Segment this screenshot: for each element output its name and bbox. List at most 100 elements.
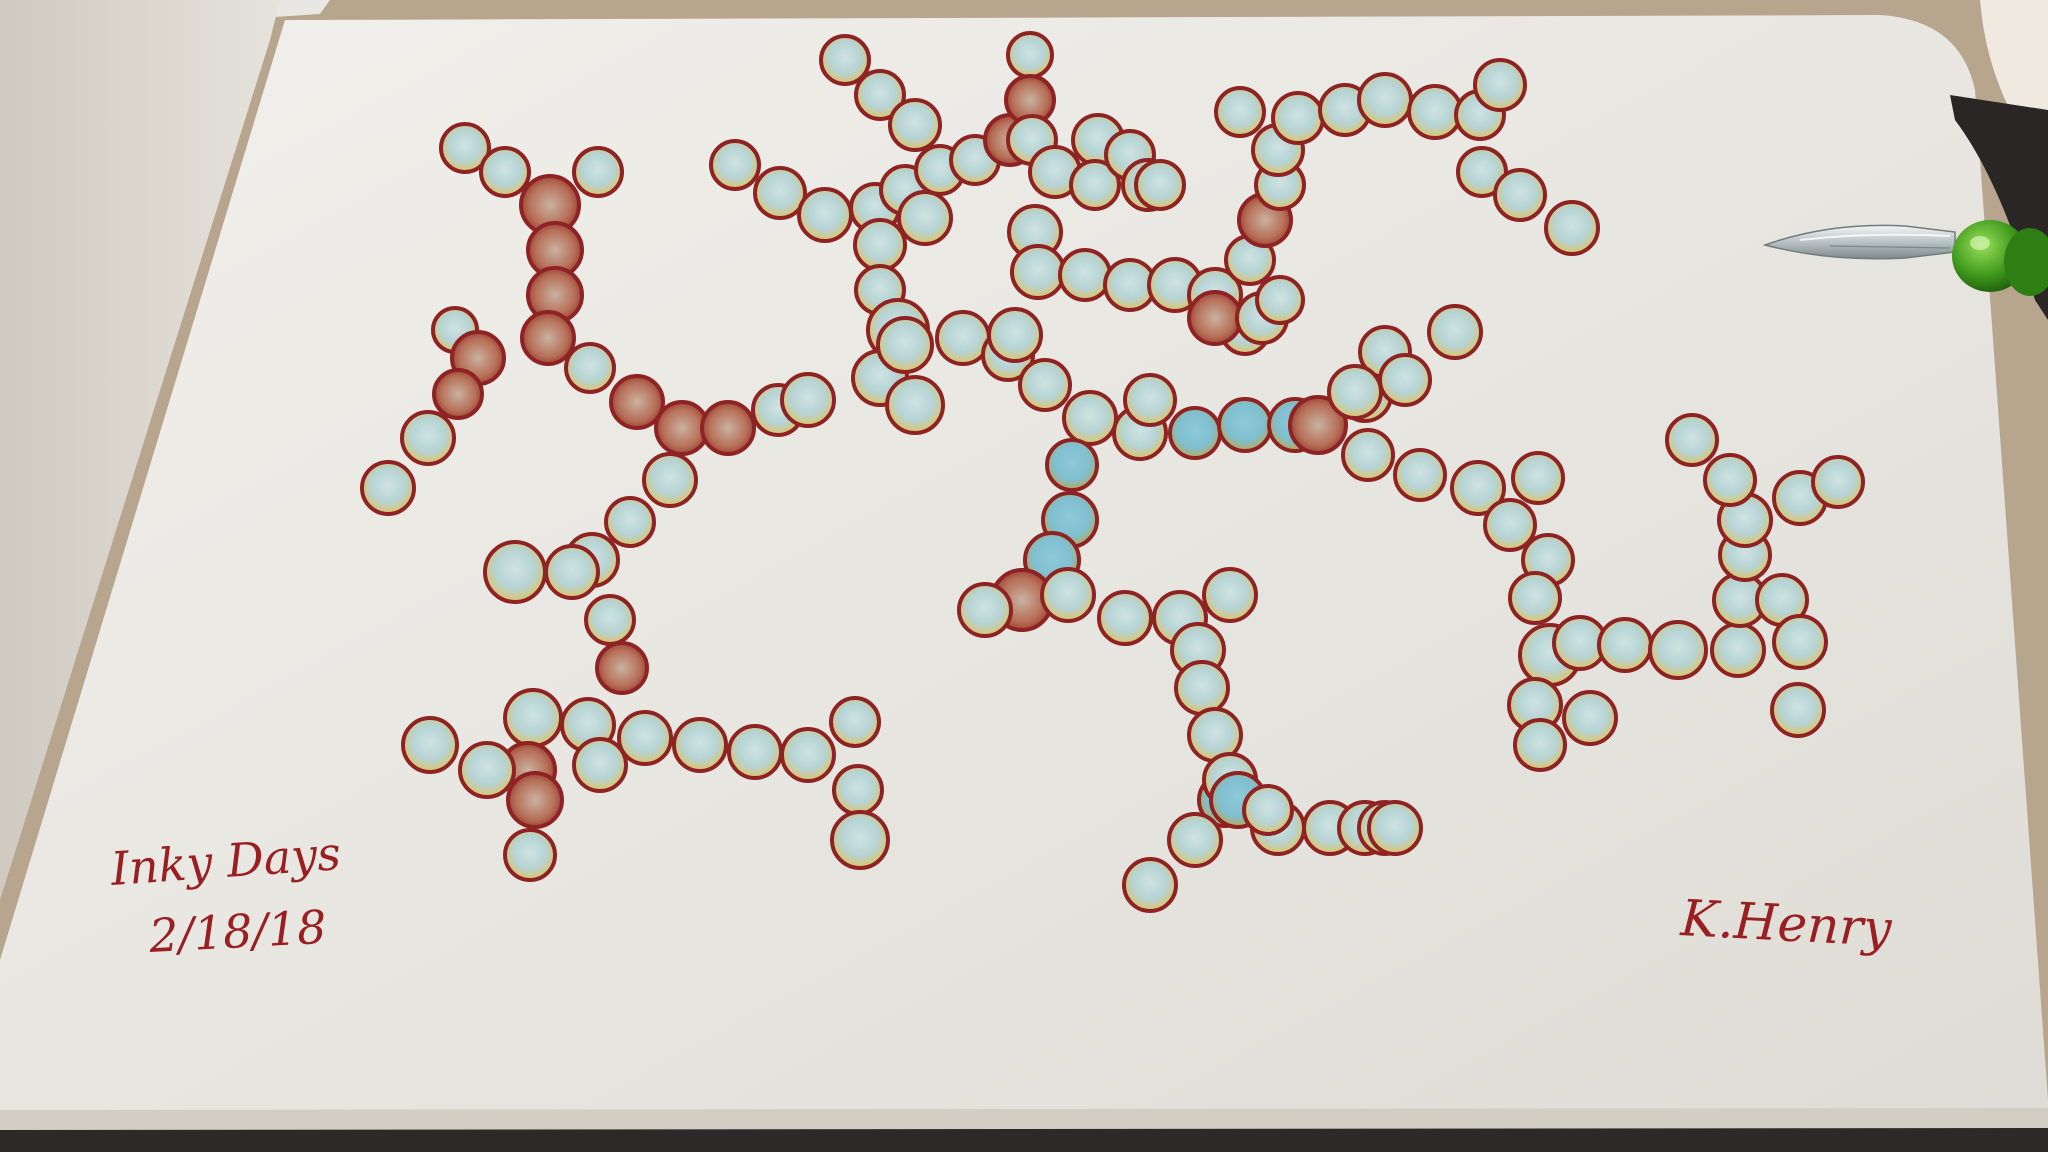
ink-dot — [617, 710, 673, 766]
ink-dot — [1242, 784, 1294, 836]
ink-dot — [1393, 448, 1447, 502]
ink-dot — [400, 410, 456, 466]
ink-dot — [479, 146, 531, 198]
ink-dot — [957, 582, 1013, 638]
ink-dot — [572, 737, 628, 793]
ink-dot — [1018, 358, 1072, 412]
ink-dot — [1134, 159, 1186, 211]
ink-dot — [853, 218, 907, 272]
ink-dot — [1069, 159, 1121, 211]
ink-dot — [780, 372, 836, 428]
ink-dot — [1544, 200, 1600, 256]
ink-dot — [1010, 244, 1066, 300]
ink-dot — [458, 741, 516, 799]
ink-dot — [987, 307, 1043, 363]
ink-dot — [672, 717, 728, 773]
ink-dot — [1288, 395, 1348, 455]
ink-dot — [1770, 682, 1826, 738]
ink-dot — [1271, 91, 1325, 145]
ink-dot — [1648, 620, 1708, 680]
ink-dot — [1450, 460, 1506, 516]
ink-dot — [1097, 590, 1153, 646]
ink-dot — [888, 98, 942, 152]
ink-dot — [830, 810, 890, 870]
ink-dot — [876, 316, 934, 374]
ink-dot — [1357, 72, 1413, 128]
date-text: 2/18/18 — [147, 900, 328, 963]
ink-dot — [1483, 498, 1537, 552]
ink-dot — [483, 540, 547, 604]
ink-dot — [572, 146, 624, 198]
ink-dot — [604, 496, 656, 548]
ink-dot — [1214, 86, 1266, 138]
notebook-strap — [1950, 95, 2048, 320]
page-edges — [0, 1108, 2048, 1130]
ink-dot — [1562, 690, 1618, 746]
ink-dot — [727, 724, 783, 780]
ink-dot — [1341, 428, 1395, 482]
ink-dot — [700, 400, 756, 456]
ink-dot — [1710, 622, 1766, 678]
ink-dot — [1168, 406, 1222, 460]
ink-dot — [1597, 617, 1653, 673]
ink-dot — [897, 190, 953, 246]
ink-dot — [544, 544, 600, 600]
ink-dot — [503, 688, 563, 748]
desk-bottom-edge — [0, 1128, 2048, 1152]
ink-dot — [1508, 571, 1562, 625]
ink-dot — [360, 460, 416, 516]
ink-dot — [1367, 800, 1423, 856]
ink-dot — [709, 139, 761, 191]
scrap-paper — [1980, 0, 2048, 130]
ink-dot — [1772, 614, 1828, 670]
ink-dot — [780, 727, 836, 783]
ink-dot — [584, 594, 636, 646]
ink-dot — [1174, 660, 1230, 716]
ink-dot — [753, 166, 807, 220]
ink-dot — [1187, 290, 1243, 346]
ink-dot — [885, 375, 945, 435]
ink-dot — [1665, 413, 1719, 467]
ink-dot — [1122, 857, 1178, 913]
sketchbook-left-page — [0, 0, 280, 900]
ink-dot — [1511, 451, 1565, 505]
ink-dot — [1378, 353, 1432, 407]
signature-text: K.Henry — [1678, 889, 1893, 958]
ink-dot — [1062, 390, 1118, 446]
ink-dot — [432, 368, 484, 420]
ink-dot — [797, 187, 853, 243]
ink-dot — [1040, 567, 1096, 623]
ink-dot — [609, 374, 665, 430]
ink-dot — [1327, 364, 1383, 420]
ink-dot — [520, 310, 576, 366]
ink-dot — [819, 34, 871, 86]
ink-dot — [1427, 304, 1483, 360]
ink-dot — [1513, 718, 1567, 772]
ink-dot — [829, 696, 881, 748]
ink-dot — [832, 764, 884, 816]
ink-dot — [506, 771, 564, 829]
ink-dot — [595, 641, 649, 695]
ink-dot — [439, 122, 491, 174]
ink-dot — [1058, 248, 1112, 302]
glass-dip-pen-icon — [1762, 220, 2048, 296]
ink-dot — [1217, 397, 1273, 453]
ink-dot — [503, 828, 557, 882]
ink-dot — [401, 716, 459, 774]
ink-dot — [1202, 567, 1258, 623]
ink-dot — [642, 452, 698, 508]
ink-dot — [1123, 373, 1177, 427]
ink-dot — [854, 69, 906, 121]
ink-dot — [1407, 84, 1463, 140]
ink-dot — [1045, 438, 1099, 492]
ink-dot — [1006, 31, 1054, 79]
ink-dot — [1811, 455, 1865, 509]
ink-dot — [1167, 812, 1223, 868]
ink-dot-molecule-drawing — [360, 31, 1865, 913]
ink-dot — [1255, 275, 1305, 325]
ink-dot — [1703, 453, 1757, 507]
ink-dot — [564, 342, 616, 394]
ink-dot — [1473, 58, 1527, 112]
ink-dot — [1493, 168, 1547, 222]
